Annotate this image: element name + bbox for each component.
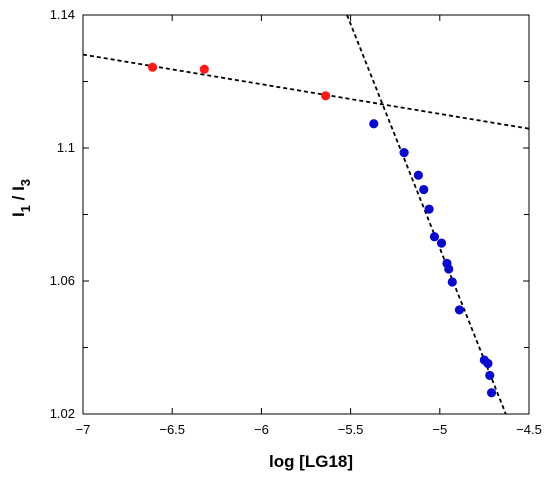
- y-tick-label: 1.1: [57, 140, 75, 155]
- axes: [82, 14, 530, 415]
- x-tick-label: −6.5: [159, 422, 185, 437]
- y-axis-title-main: I: [9, 212, 28, 217]
- data-point-s2-9: [444, 264, 454, 274]
- svg-text:I1 / I3: I1 / I3: [9, 179, 33, 217]
- data-point-s1-3: [321, 91, 331, 101]
- x-tick-label: −7: [76, 422, 91, 437]
- data-point-s2-4: [419, 184, 429, 195]
- y-tick-label: 1.14: [50, 7, 75, 22]
- plot-frame: [82, 14, 530, 415]
- x-tick-label: −5: [432, 422, 447, 437]
- data-point-s2-14: [485, 370, 495, 381]
- data-point-s2-1: [369, 119, 379, 129]
- data-point-s2-11: [454, 305, 465, 315]
- y-axis-title-sub2: 3: [18, 179, 33, 186]
- fit-lines: [83, 15, 529, 414]
- x-axis-title: log [LG18]: [269, 452, 353, 471]
- data-point-s1-2: [199, 64, 209, 74]
- fit-line-1: [83, 53, 529, 130]
- data-point-s1-1: [147, 62, 158, 72]
- data-point-s2-10: [447, 277, 457, 287]
- y-tick-label: 1.06: [50, 273, 75, 288]
- data-point-s2-2: [399, 148, 409, 158]
- axis-ticks: −7 −6.5 −6 −5.5 −5 −4.5 1.02 1.06 1.1 1.14: [50, 7, 542, 437]
- x-tick-label: −6: [254, 422, 269, 437]
- y-axis-title-sub1: 1: [18, 205, 33, 212]
- x-tick-label: −4.5: [516, 422, 542, 437]
- data-point-s2-6: [429, 232, 440, 242]
- data-point-s2-5: [424, 204, 434, 214]
- data-points: [147, 62, 497, 398]
- data-point-s2-13: [483, 358, 493, 369]
- x-tick-label: −5.5: [338, 422, 364, 437]
- data-point-s2-3: [413, 170, 423, 180]
- y-tick-label: 1.02: [50, 406, 75, 421]
- y-axis-title: I1 / I3: [9, 179, 33, 217]
- data-point-s2-15: [486, 388, 497, 398]
- y-axis-title-slash: / I: [9, 186, 28, 205]
- data-point-s2-7: [436, 238, 447, 248]
- fit-line-2: [346, 15, 507, 414]
